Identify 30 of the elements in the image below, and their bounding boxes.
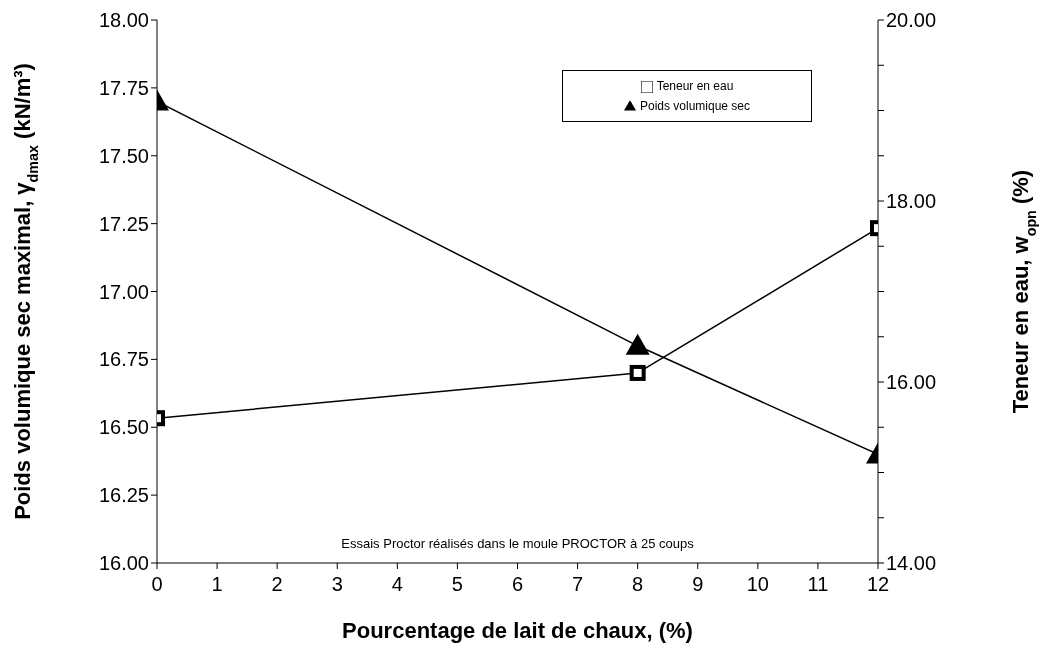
y-tick-label: 17.00 — [98, 280, 149, 303]
y-tick-label: 17.25 — [98, 212, 149, 235]
x-tick-label: 5 — [451, 573, 463, 595]
x-tick-label: 4 — [391, 573, 403, 595]
y2-tick-label: 18.00 — [886, 190, 937, 213]
y-tick-label: 16.50 — [98, 416, 149, 439]
y2-tick-label: 20.00 — [886, 9, 937, 32]
x-tick-label: 6 — [511, 573, 524, 595]
y-tick-label: 16.25 — [98, 484, 149, 507]
x-tick-label: 2 — [271, 573, 283, 595]
x-tick-label: 1 — [211, 573, 223, 595]
legend-label: Poids volumique sec — [639, 99, 751, 113]
x-tick-label: 12 — [866, 573, 890, 595]
x-tick-label: 7 — [572, 573, 584, 595]
x-tick-label: 9 — [692, 573, 704, 595]
x-axis-title: Pourcentage de lait de chaux, (%) — [342, 618, 693, 643]
x-tick-label: 11 — [807, 573, 829, 595]
y2-tick-label: 14.00 — [886, 552, 937, 575]
x-tick-label: 10 — [746, 573, 769, 595]
x-tick-label: 8 — [632, 573, 644, 595]
y-tick-label: 17.75 — [98, 76, 149, 99]
y-tick-label: 18.00 — [98, 9, 149, 32]
y2-tick-label: 16.00 — [886, 371, 937, 394]
legend-label: Teneur en eau — [656, 79, 734, 93]
y-tick-label: 17.50 — [98, 144, 149, 167]
y-tick-label: 16.00 — [98, 552, 149, 575]
y-tick-label: 16.75 — [98, 348, 149, 371]
annotation: Essais Proctor réalisés dans le moule PROCTOR à 25 coups — [340, 536, 695, 551]
x-tick-label: 0 — [151, 573, 163, 595]
x-tick-label: 3 — [331, 573, 343, 595]
